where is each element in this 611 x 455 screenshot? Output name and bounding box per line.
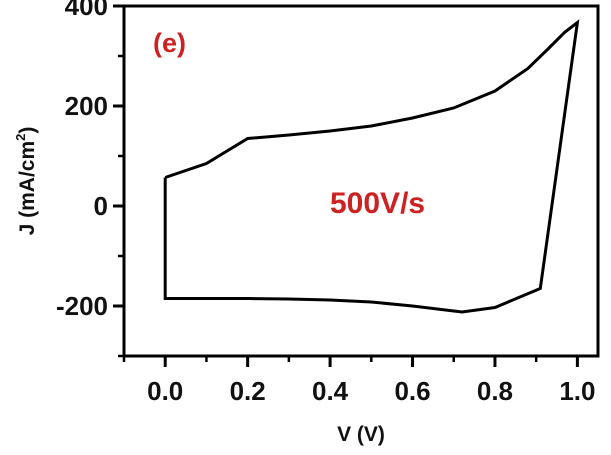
x-axis-ticks: 0.0 0.2 0.4 0.6 0.8 1.0: [147, 356, 595, 406]
panel-label: (e): [153, 28, 186, 58]
plot-frame: [122, 4, 600, 358]
minor-ticks: [118, 54, 538, 362]
cv-curve: [163, 19, 580, 314]
scan-rate-annotation: 500V/s: [330, 187, 425, 220]
x-tick-label: 0.8: [477, 376, 513, 406]
x-tick-label: 0.4: [312, 376, 349, 406]
y-tick-label: -200: [56, 291, 108, 321]
y-tick-label: 200: [65, 91, 108, 121]
y-tick-label: 400: [65, 0, 108, 21]
y-axis-title-sup: 2: [13, 134, 28, 141]
x-tick-label: 0.0: [147, 376, 183, 406]
y-axis-title: J (mA/cm2): [13, 127, 39, 236]
x-axis-title: V (V): [337, 423, 385, 446]
x-tick-label: 0.2: [230, 376, 266, 406]
y-axis-title-main: J (mA/cm: [16, 141, 39, 236]
x-tick-label: 0.6: [394, 376, 430, 406]
x-tick-label: 1.0: [559, 376, 595, 406]
y-axis-title-close: ): [16, 127, 39, 134]
y-tick-label: 0: [94, 191, 108, 221]
y-axis-ticks: -200 0 200 400: [56, 0, 124, 321]
